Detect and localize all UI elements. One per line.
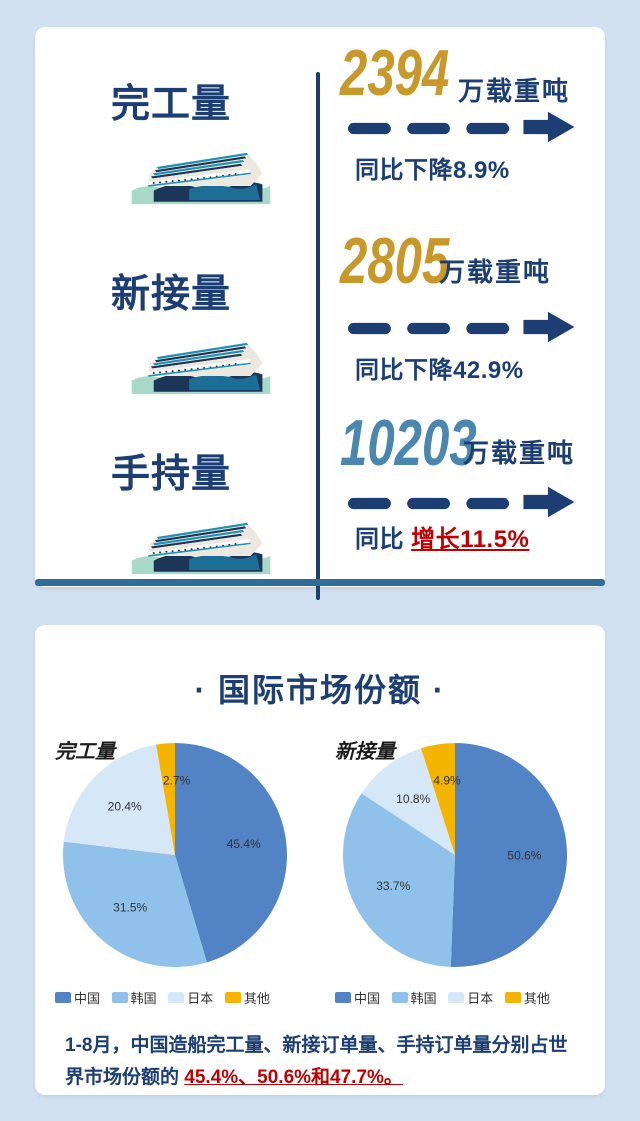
svg-text:31.5%: 31.5%: [113, 900, 147, 914]
svg-text:4.9%: 4.9%: [433, 774, 461, 788]
svg-text:33.7%: 33.7%: [376, 879, 410, 893]
svg-text:10.8%: 10.8%: [396, 792, 430, 806]
svg-text:20.4%: 20.4%: [108, 799, 142, 813]
svg-text:45.4%: 45.4%: [227, 837, 261, 851]
svg-text:2.7%: 2.7%: [163, 774, 191, 788]
svg-text:50.6%: 50.6%: [507, 848, 541, 862]
